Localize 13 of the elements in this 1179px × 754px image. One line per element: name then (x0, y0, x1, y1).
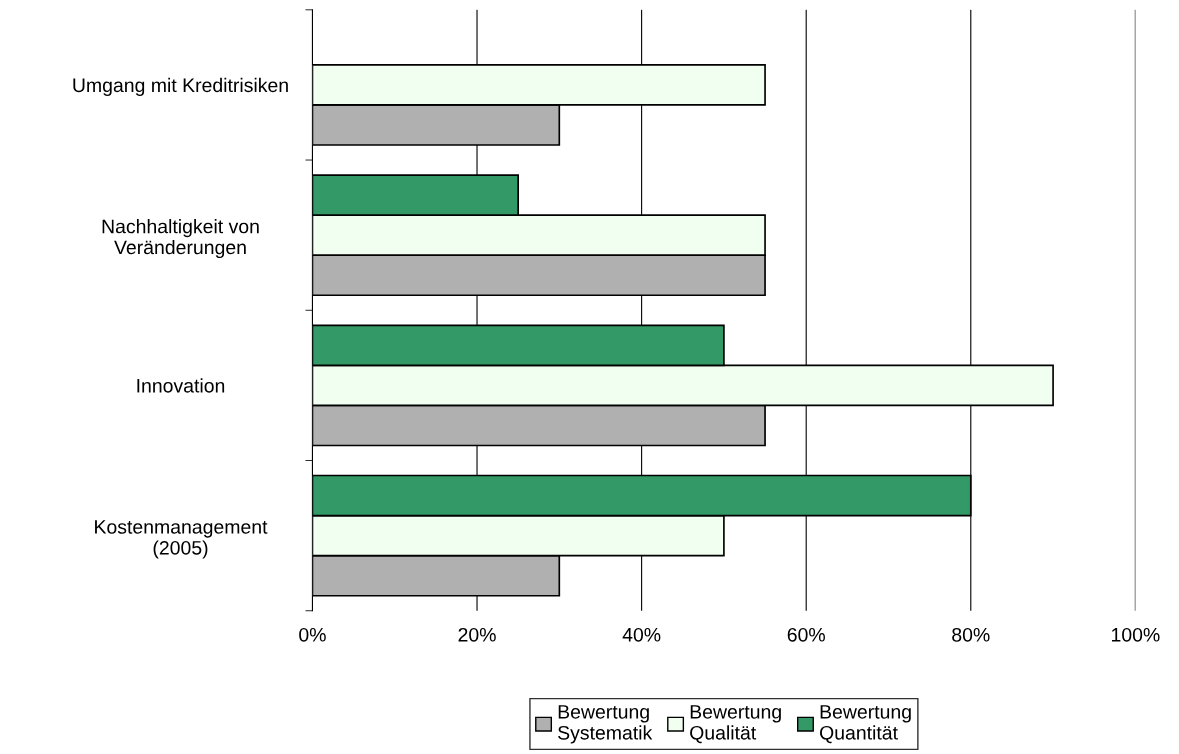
y-tick-label: Nachhaltigkeit von Veränderungen (102, 219, 259, 259)
legend-label: Bewertung Qualität (690, 705, 781, 744)
x-tick-label: 80% (952, 627, 990, 642)
legend-label: Bewertung Quantität (820, 705, 911, 744)
y-tick-label: Umgang mit Kreditrisiken (73, 77, 288, 96)
x-tick-label: 60% (787, 627, 825, 642)
x-tick-label: 40% (622, 627, 661, 642)
y-tick-label: Kostenmanagement (2005) (95, 520, 268, 559)
legend-label: Bewertung Systematik (558, 705, 653, 744)
x-tick-label: 100% (1112, 627, 1160, 642)
y-tick-label: Innovation (137, 378, 225, 393)
x-tick-label: 20% (458, 627, 496, 642)
x-tick-label: 0% (299, 627, 326, 642)
